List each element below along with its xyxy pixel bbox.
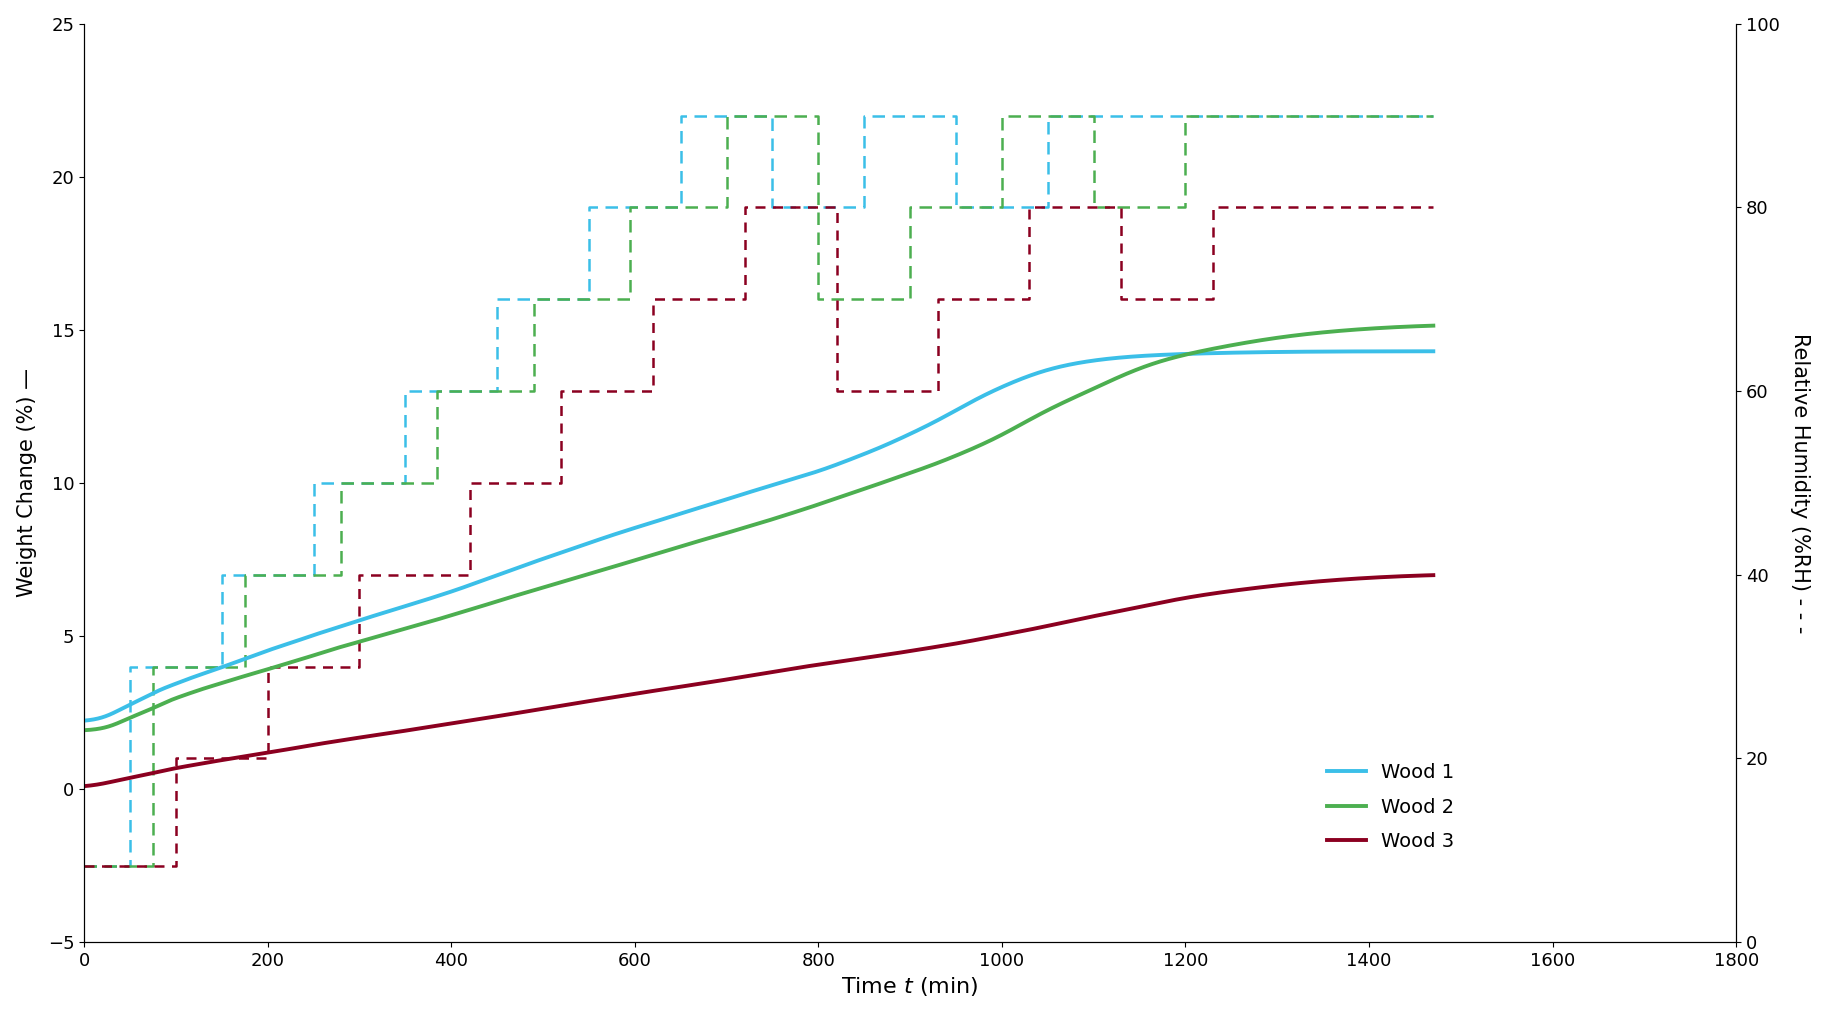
Legend: Wood 1, Wood 2, Wood 3: Wood 1, Wood 2, Wood 3 [1319, 755, 1462, 859]
X-axis label: Time $t$ (min): Time $t$ (min) [842, 975, 979, 999]
Y-axis label: Relative Humidity (%RH) - - -: Relative Humidity (%RH) - - - [1790, 333, 1811, 633]
Y-axis label: Weight Change (%) —: Weight Change (%) — [16, 368, 37, 598]
